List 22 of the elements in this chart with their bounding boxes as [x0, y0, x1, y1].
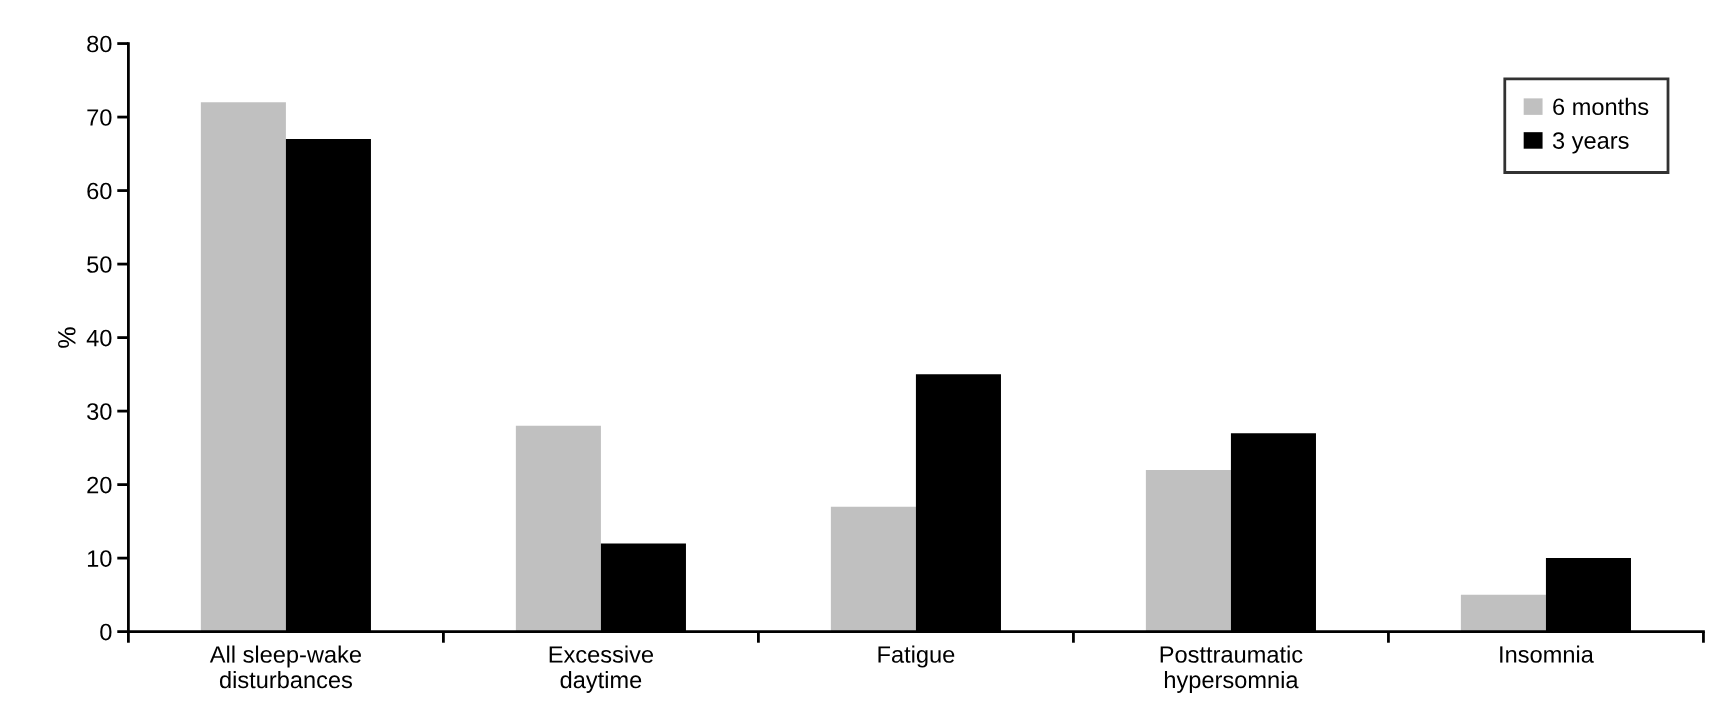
- y-tick-label: 40: [86, 329, 112, 347]
- x-tick-label: Posttraumatic hypersomnia: [1160, 645, 1303, 693]
- y-tick-label: 30: [87, 403, 112, 420]
- bar: [830, 506, 916, 632]
- x-tick-label: Fatigue: [878, 645, 955, 668]
- y-tick-label: 0: [100, 623, 112, 641]
- bar: [200, 102, 286, 632]
- y-tick-label: 10: [87, 550, 112, 567]
- y-tick-label: 80: [87, 35, 112, 53]
- bar: [1460, 594, 1546, 632]
- bar: [515, 425, 601, 632]
- x-tick-label: Insomnia: [1500, 645, 1594, 663]
- y-tick-label: 70: [87, 109, 112, 126]
- x-tick-label: All sleep-wake disturbances: [209, 645, 361, 689]
- y-tick-label: 50: [87, 256, 112, 273]
- y-tick-label: 20: [87, 476, 112, 494]
- x-tick-label: Excessive daytime: [549, 645, 654, 693]
- y-axis-title: %: [58, 327, 76, 348]
- y-tick-label: 60: [87, 182, 112, 200]
- legend-label: 3 years: [1552, 132, 1629, 154]
- legend-label: 6 months: [1553, 97, 1649, 116]
- bar: [1145, 469, 1231, 632]
